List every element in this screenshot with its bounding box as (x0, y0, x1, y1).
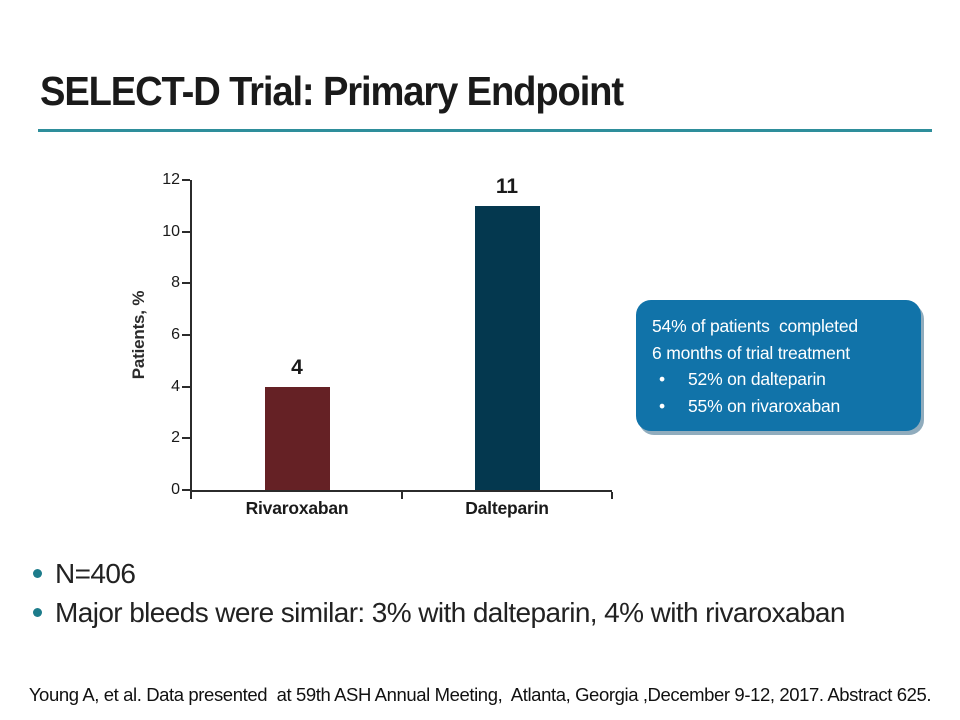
bar-rivaroxaban (264, 387, 330, 490)
callout-line: 6 months of trial treatment (652, 342, 850, 363)
x-tick-mark (401, 492, 403, 499)
y-tick-mark (182, 437, 190, 440)
bar-value-label: 4 (291, 356, 303, 379)
callout-bullet-item: • 55% on rivaroxaban (652, 393, 909, 420)
y-tick-mark (182, 179, 190, 181)
bullet-dot-icon (33, 569, 42, 578)
category-label: Dalteparin (465, 498, 549, 518)
bar-value-label: 11 (495, 175, 519, 198)
bullet-icon: • (659, 369, 665, 389)
y-tick-label: 0 (171, 481, 180, 498)
key-point-item: N=406 (30, 554, 946, 593)
callout-bullet-text: 55% on rivaroxaban (688, 395, 841, 416)
y-tick-label: 6 (171, 326, 180, 343)
bar-dalteparin (474, 206, 540, 490)
callout-box: 54% of patients completed 6 months of tri… (636, 300, 921, 431)
key-points: N=406 Major bleeds were similar: 3% with … (30, 554, 946, 632)
y-tick-mark (182, 334, 190, 336)
key-point-item: Major bleeds were similar: 3% with dalte… (30, 593, 946, 632)
bullet-icon: • (659, 395, 665, 416)
callout-line: 54% of patients completed (652, 316, 858, 336)
y-tick-mark (182, 230, 190, 233)
y-tick-mark (182, 282, 190, 285)
y-tick-mark (182, 489, 190, 491)
callout-bullet-text: 52% on dalteparin (688, 369, 826, 389)
x-tick-mark (190, 492, 192, 499)
category-label: Rivaroxaban (245, 498, 349, 518)
key-point-text: N=406 (55, 558, 136, 589)
y-tick-label: 10 (162, 222, 180, 240)
bullet-dot-icon (33, 608, 42, 617)
footer-citation: Young A, et al. Data presented at 59th A… (28, 684, 932, 705)
key-point-text: Major bleeds were similar: 3% with dalte… (55, 597, 845, 628)
callout-bullet-item: • 52% on dalteparin (652, 366, 909, 393)
slide-title: SELECT-D Trial: Primary Endpoint (40, 68, 624, 114)
title-divider-rule (38, 129, 932, 132)
plot-area: Patients, % 0 2 4 6 8 10 12 4 Rivaroxaban 11 Dalte… (129, 171, 613, 518)
y-tick-label: 2 (171, 429, 180, 447)
y-tick-label: 4 (171, 377, 180, 395)
y-tick-label: 8 (171, 274, 180, 292)
y-tick-label: 12 (162, 171, 180, 188)
x-tick-mark (611, 492, 613, 499)
y-tick-mark (182, 385, 190, 388)
